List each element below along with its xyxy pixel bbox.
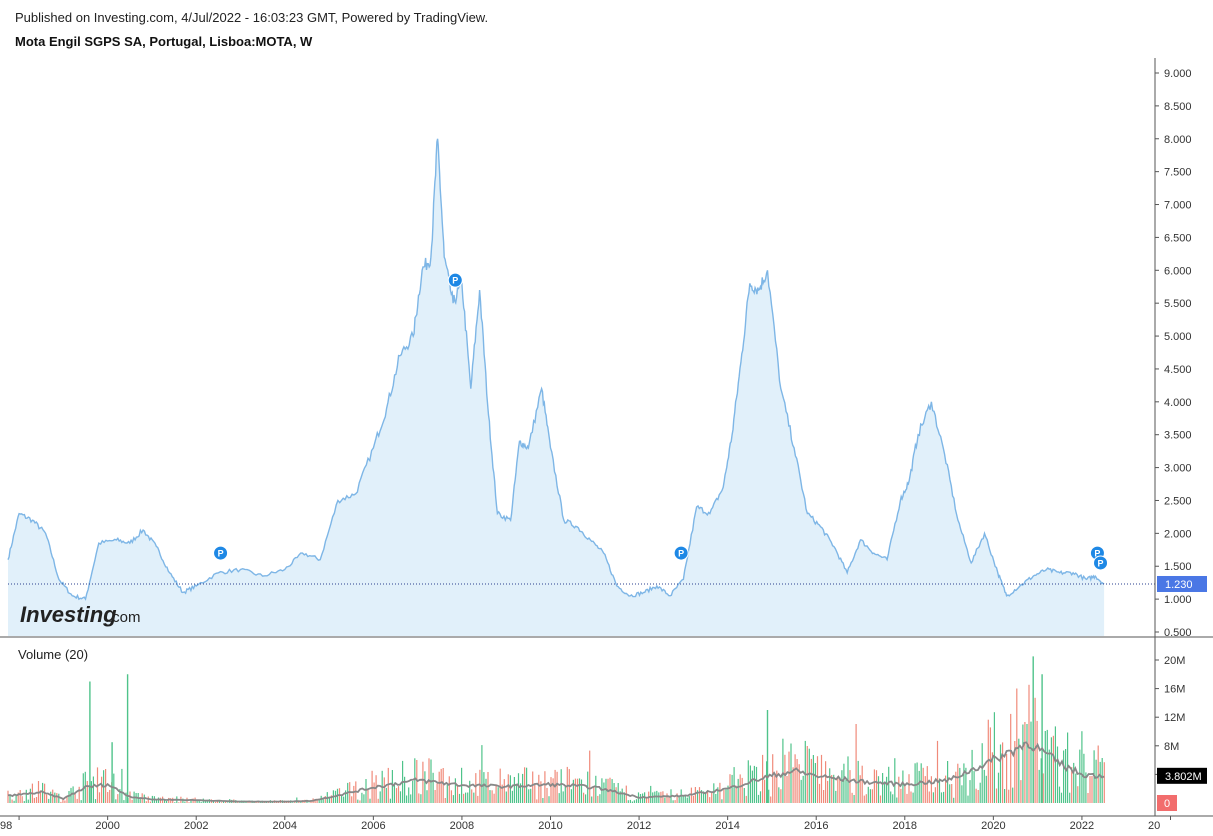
x-tick-label: 2012 xyxy=(627,820,651,832)
logo-brand: Investing xyxy=(20,602,117,627)
x-tick-label: 2006 xyxy=(361,820,385,832)
marker-circle xyxy=(673,545,689,561)
chart-title: Mota Engil SGPS SA, Portugal, Lisboa:MOT… xyxy=(15,34,313,49)
zero-badge-text: 0 xyxy=(1164,798,1170,810)
volume-badge-bg xyxy=(1157,767,1207,784)
price-tick-label: 7.500 xyxy=(1164,167,1192,179)
investing-logo: Investing .com xyxy=(20,602,141,627)
volume-tick-label: 8M xyxy=(1164,741,1179,753)
volume-tick-label: 16M xyxy=(1164,684,1185,696)
volume-tick-label: 20M xyxy=(1164,655,1185,667)
x-tick-label: 2022 xyxy=(1070,820,1094,832)
x-tick-label: 2002 xyxy=(184,820,208,832)
marker-label: P xyxy=(218,549,224,559)
zero-badge-bg xyxy=(1157,795,1177,811)
price-tick-label: 1.000 xyxy=(1164,594,1192,606)
x-tick-label: 2016 xyxy=(804,820,828,832)
axes-group: 0.500 1.000 1.500 2.000 2.500 3.000 3.500 4.000… xyxy=(0,58,1213,832)
x-tick-label: 2018 xyxy=(893,820,917,832)
published-caption: Published on Investing.com, 4/Jul/2022 -… xyxy=(15,10,489,25)
price-tick-label: 4.000 xyxy=(1164,397,1192,409)
marker-p-4: P xyxy=(1093,555,1109,571)
x-tick-label: 2014 xyxy=(715,820,739,832)
volume-ma-group xyxy=(7,741,1105,803)
marker-label: P xyxy=(678,549,684,559)
price-line xyxy=(7,138,1105,601)
price-area xyxy=(8,138,1105,637)
price-tick-label: 4.500 xyxy=(1164,364,1192,376)
price-line-group xyxy=(7,138,1105,601)
price-tick-label: 6.500 xyxy=(1164,232,1192,244)
marker-label: P xyxy=(452,276,458,286)
price-tick-label: 2.500 xyxy=(1164,495,1192,507)
marker-circle xyxy=(1093,555,1109,571)
marker-circle xyxy=(447,272,463,288)
x-tick-label: 2008 xyxy=(450,820,474,832)
price-tick-label: 3.000 xyxy=(1164,463,1192,475)
price-tick-label: 5.500 xyxy=(1164,298,1192,310)
x-tick-label: 98 xyxy=(0,820,12,832)
marker-label: P xyxy=(1098,558,1104,568)
volume-badge-text: 3.802M xyxy=(1165,771,1202,783)
x-tick-label: 2004 xyxy=(273,820,297,832)
price-tick-label: 5.000 xyxy=(1164,331,1192,343)
x-tick-label: 20 xyxy=(1148,820,1160,832)
volume-tick-label: 12M xyxy=(1164,712,1185,724)
price-tick-label: 8.500 xyxy=(1164,101,1192,113)
price-tick-label: 3.500 xyxy=(1164,430,1192,442)
price-tick-label: 6.000 xyxy=(1164,265,1192,277)
volume-badge: 3.802M xyxy=(1157,767,1207,784)
marker-circle xyxy=(213,545,229,561)
price-tick-label: 9.000 xyxy=(1164,68,1192,80)
x-tick-label: 2020 xyxy=(981,820,1005,832)
price-area-group xyxy=(8,138,1105,637)
marker-p-0: P xyxy=(213,545,229,561)
price-badge: 1.230 xyxy=(1157,575,1207,592)
price-tick-label: 2.000 xyxy=(1164,528,1192,540)
volume-label: Volume (20) xyxy=(18,647,88,662)
price-badge-text: 1.230 xyxy=(1165,579,1193,591)
marker-p-2: P xyxy=(673,545,689,561)
price-tick-label: 7.000 xyxy=(1164,200,1192,212)
price-tick-label: 1.500 xyxy=(1164,561,1192,573)
event-markers-group: PPP PP xyxy=(213,272,1109,571)
logo-suffix: .com xyxy=(108,609,141,626)
x-tick-label: 2000 xyxy=(95,820,119,832)
marker-label: P xyxy=(1094,549,1100,559)
x-tick-label: 2010 xyxy=(538,820,562,832)
zero-badge: 0 xyxy=(1157,795,1177,811)
price-tick-label: 8.000 xyxy=(1164,134,1192,146)
marker-p-1: P xyxy=(447,272,463,288)
price-tick-label: 0.500 xyxy=(1164,627,1192,639)
volume-bars-group xyxy=(7,656,1105,803)
price-badge-bg xyxy=(1157,575,1207,592)
volume-ma-line xyxy=(7,741,1105,803)
